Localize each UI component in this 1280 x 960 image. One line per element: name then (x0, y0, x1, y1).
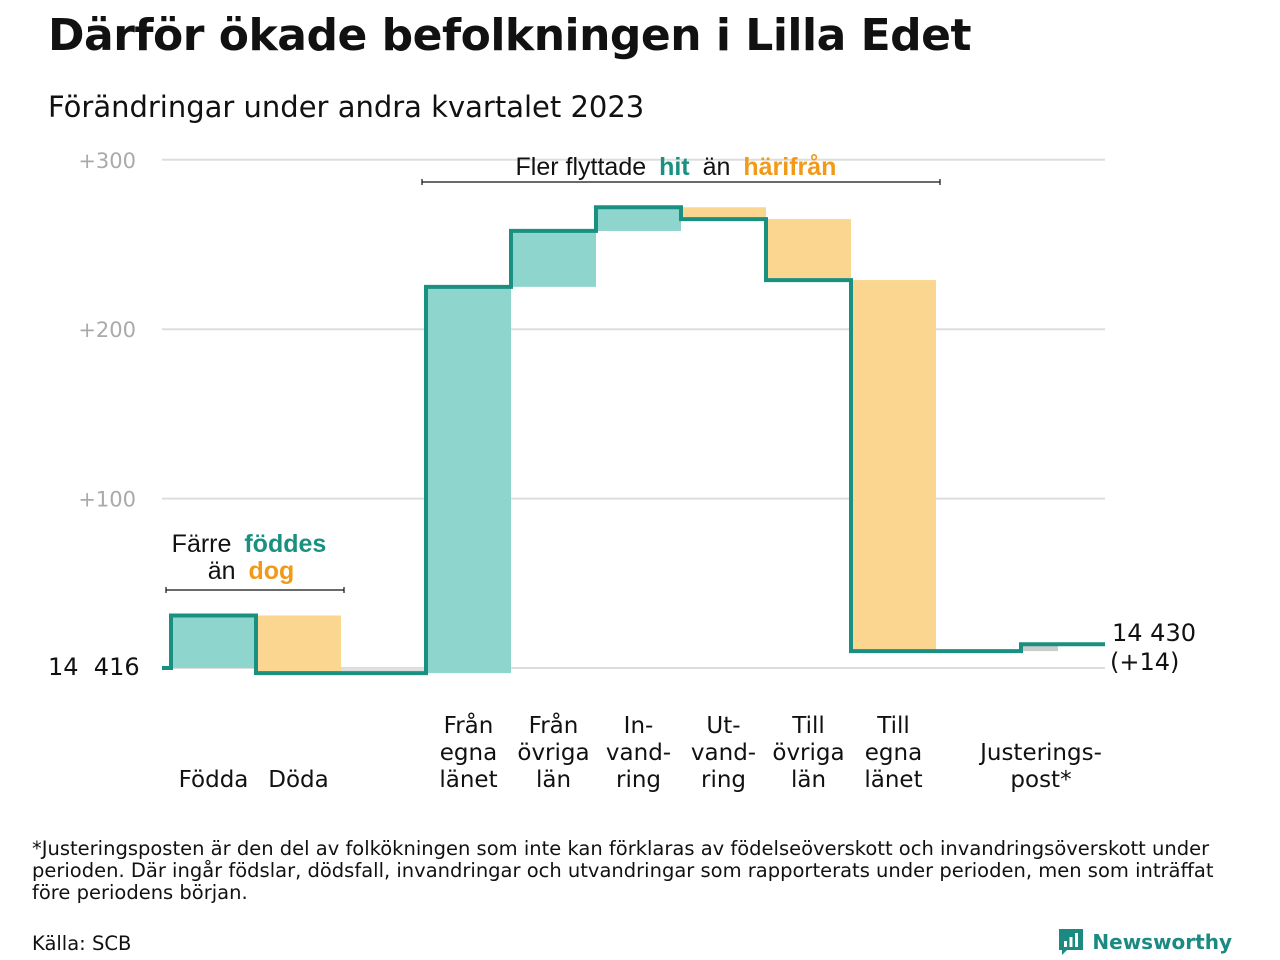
annotation-births-dog: dog (248, 557, 294, 585)
annotation-births-prefix: Färre (172, 530, 232, 558)
bar-in-vand-ring (596, 207, 681, 231)
bar-döda (256, 615, 341, 674)
category-label: post* (1010, 767, 1071, 793)
start-value-label: 14 416 (48, 653, 140, 681)
annotation-births: Färre föddes än dog (165, 530, 345, 593)
category-label: egna (440, 740, 497, 766)
annotation-births-foddes: föddes (244, 530, 326, 558)
y-tick-label: +200 (78, 318, 136, 342)
category-label: ring (701, 767, 746, 793)
svg-text:än dog: än dog (208, 557, 295, 585)
chart-title: Därför ökade befolkningen i Lilla Edet (48, 10, 972, 61)
annotation-migration-hit: hit (659, 153, 690, 181)
annotation-births-bracket (165, 587, 345, 593)
annotation-migration-bracket (421, 179, 941, 185)
annotation-migration: Fler flyttade hit än härifrån (421, 153, 941, 185)
brand-logo[interactable]: Newsworthy (1058, 928, 1232, 956)
annotation-migration-middle: än (703, 153, 731, 181)
category-label: län (536, 767, 571, 793)
category-label: vand- (691, 740, 756, 766)
annotation-migration-harifran: härifrån (743, 153, 836, 181)
bar-till-övriga-län (766, 219, 851, 281)
bar-från-övriga-län (511, 230, 596, 287)
category-label: Från (529, 711, 579, 739)
chart-subtitle: Förändringar under andra kvartalet 2023 (48, 90, 645, 124)
category-label: länet (864, 767, 922, 793)
category-label: vand- (606, 740, 671, 766)
cumulative-line (162, 205, 1105, 676)
category-label: länet (439, 767, 497, 793)
category-label: Justerings- (978, 740, 1102, 766)
bar-justeringspost- (1021, 644, 1058, 652)
annotation-births-middle: än (208, 557, 236, 585)
waterfall-chart: +300+200+100 Födda DödaFrånegnalänetFrånö… (48, 149, 1196, 793)
category-label: egna (865, 740, 922, 766)
category-label: Till (791, 713, 825, 739)
bar-ut-vand-ring (681, 207, 766, 220)
footnote: *Justeringsposten är den del av folkökni… (32, 837, 1214, 904)
svg-text:Fler flyttade hit: Fler flyttade hit än härifrån (516, 153, 837, 181)
category-label: Ut- (706, 713, 740, 739)
category-label: Födda (179, 767, 249, 793)
category-label: län (791, 767, 826, 793)
cumulative-step-line (162, 205, 1105, 676)
category-label: In- (624, 713, 654, 739)
bars (171, 207, 1058, 674)
brand-name: Newsworthy (1092, 930, 1232, 954)
source-label: Källa: SCB (32, 932, 132, 955)
bar-till-egna-länet (851, 280, 936, 652)
newsworthy-logo-icon (1059, 929, 1084, 955)
y-tick-label: +300 (78, 149, 136, 173)
end-value-label: 14 430 (1112, 619, 1196, 647)
category-label: övriga (772, 740, 844, 766)
bar-födda (171, 615, 256, 668)
category-label: Till (876, 713, 910, 739)
category-labels: Födda DödaFrånegnalänetFrånövrigalänIn-va… (179, 711, 1102, 793)
svg-text:Färre föddes: Färre föddes (172, 530, 327, 558)
category-label: Döda (268, 767, 328, 793)
annotation-migration-prefix: Fler flyttade (516, 153, 647, 181)
category-label: övriga (517, 740, 589, 766)
end-change-label: (+14) (1110, 648, 1179, 676)
category-label: Från (444, 711, 494, 739)
y-tick-label: +100 (78, 488, 136, 512)
bar-från-egna-länet (426, 286, 511, 674)
category-label: ring (616, 767, 661, 793)
